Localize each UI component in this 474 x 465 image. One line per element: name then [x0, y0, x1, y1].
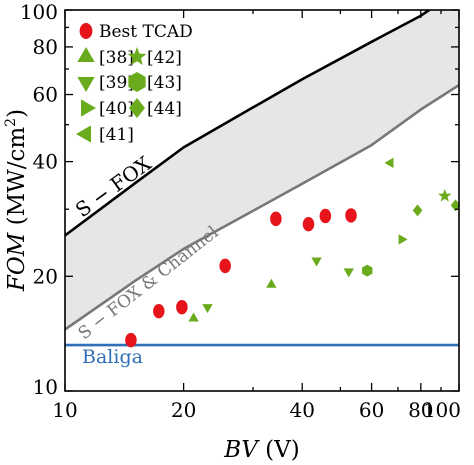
legend-label: [44]: [147, 99, 182, 119]
legend-label: [40]: [99, 99, 134, 119]
data-point-triangle-up: [266, 278, 277, 288]
y-axis-title: FOM (MW/cm2): [3, 109, 30, 292]
data-point-circle: [302, 217, 315, 232]
y-tick-label: 100: [20, 0, 58, 24]
data-point-triangle-down: [311, 257, 322, 267]
legend-marker-triangle-up: [77, 47, 95, 62]
y-tick-label: 10: [33, 375, 58, 399]
legend-marker-hexagon: [128, 72, 146, 92]
x-tick-label: 100: [423, 398, 461, 422]
data-point-diamond: [450, 199, 461, 212]
legend-marker-star: [127, 47, 147, 66]
data-point-layer: [125, 157, 461, 348]
legend-marker-triangle-down: [77, 77, 95, 92]
legend-label: [39]: [99, 73, 134, 93]
legend-label: [38]: [99, 48, 134, 68]
data-point-circle: [176, 299, 188, 315]
data-point-circle: [219, 258, 231, 274]
x-tick-label: 40: [289, 398, 314, 422]
sfox-channel-line: [65, 84, 459, 331]
data-point-triangle-up: [188, 312, 199, 322]
baliga-line-label: Baliga: [82, 346, 143, 368]
legend-label: Best TCAD: [99, 22, 193, 42]
y-tick-label: 40: [33, 150, 58, 174]
legend-label: [42]: [147, 48, 182, 68]
legend-marker-triangle-right: [81, 99, 96, 117]
y-tick-label: 20: [33, 264, 58, 288]
x-tick-label: 20: [171, 398, 196, 422]
x-tick-label: 80: [408, 398, 433, 422]
data-point-hexagon: [362, 264, 373, 277]
data-point-triangle-left: [384, 157, 394, 169]
shaded-band: [65, 10, 459, 330]
data-point-triangle-right: [398, 234, 408, 245]
legend-label: [43]: [147, 73, 182, 93]
data-point-circle: [153, 303, 165, 319]
sfox-line: [65, 10, 430, 237]
legend-marker-circle: [79, 23, 93, 39]
data-point-circle: [319, 208, 332, 224]
data-point-triangle-down: [343, 268, 354, 278]
legend-marker-diamond: [129, 98, 145, 118]
data-point-triangle-down: [202, 304, 213, 314]
axis-titles: BV (V) FOM (MW/cm2): [3, 109, 300, 463]
legend: Best TCAD [38] [39] [40] [41] [42] [43] [44]: [76, 22, 193, 145]
data-point-circle: [270, 211, 282, 227]
y-tick-label: 80: [33, 35, 58, 59]
x-axis-title: BV (V): [223, 437, 299, 463]
legend-marker-triangle-left: [76, 125, 91, 143]
shaded-band-layer: [65, 10, 459, 330]
plot-frame: [64, 9, 460, 392]
x-tick-label: 10: [52, 398, 77, 422]
data-point-circle: [125, 332, 137, 348]
y-tick-label: 60: [33, 83, 58, 107]
data-point-diamond: [412, 204, 423, 217]
data-point-circle: [345, 208, 357, 223]
legend-label: [41]: [99, 125, 134, 145]
x-tick-label: 60: [359, 398, 384, 422]
data-point-star: [438, 188, 452, 202]
